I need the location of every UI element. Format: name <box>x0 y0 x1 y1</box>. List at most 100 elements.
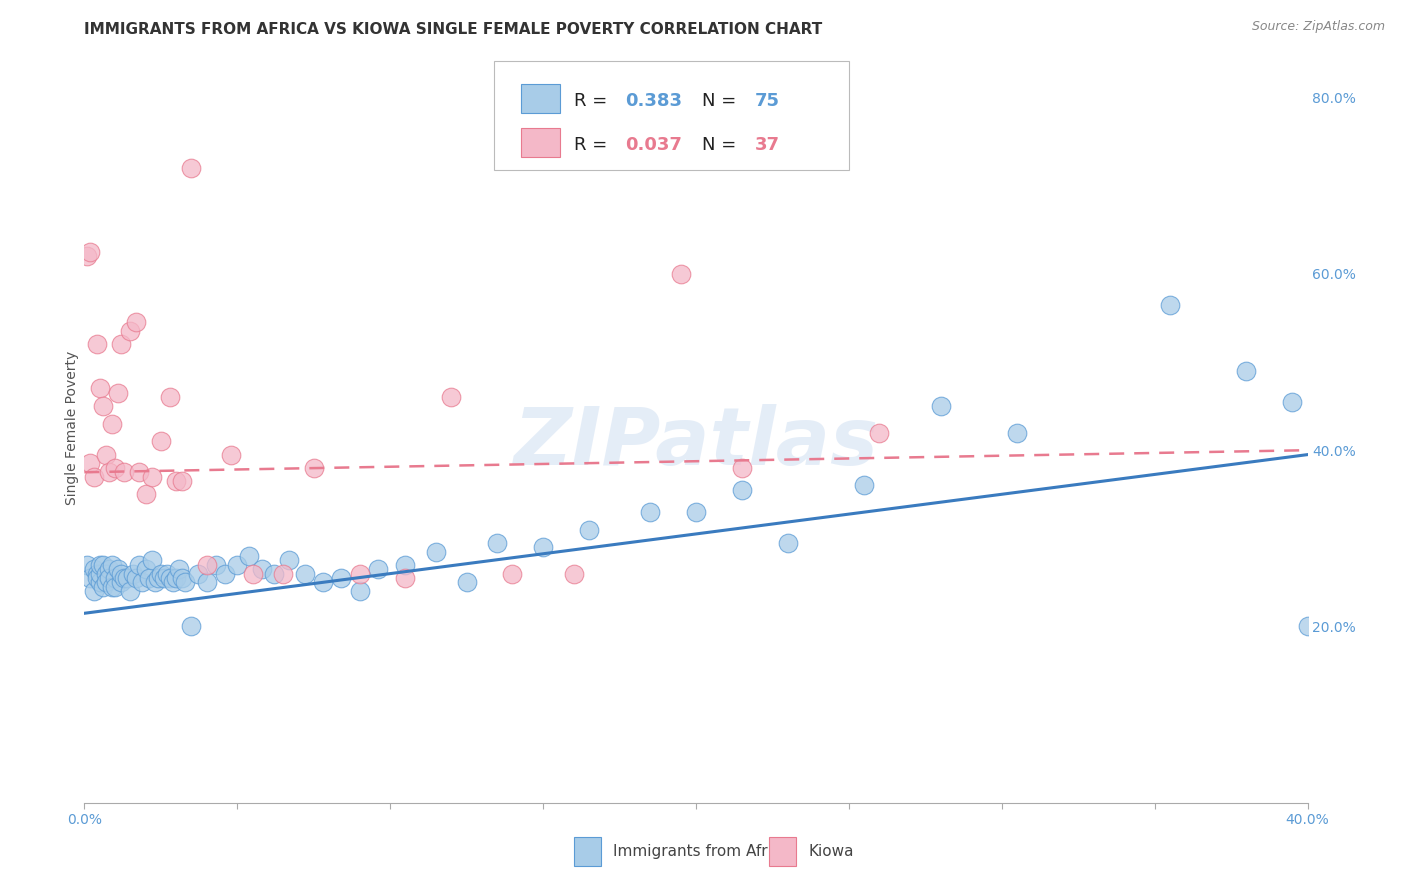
Text: 75: 75 <box>755 92 780 111</box>
Point <box>122 566 145 581</box>
Point <box>125 315 148 329</box>
Point <box>149 566 172 581</box>
Point <box>929 399 952 413</box>
Point <box>83 562 105 576</box>
Text: 0.383: 0.383 <box>626 92 682 111</box>
Point <box>731 483 754 497</box>
Point <box>685 505 707 519</box>
Point <box>456 575 478 590</box>
Point <box>97 571 120 585</box>
Point <box>89 575 111 590</box>
Point <box>97 465 120 479</box>
Point <box>120 584 142 599</box>
Text: 0.037: 0.037 <box>626 136 682 154</box>
Point <box>141 469 163 483</box>
Bar <box>769 837 796 866</box>
Point <box>91 558 114 572</box>
Point <box>162 575 184 590</box>
Point <box>86 566 108 581</box>
Point <box>214 566 236 581</box>
Point <box>638 505 661 519</box>
Point <box>195 558 218 572</box>
Point <box>159 571 181 585</box>
Point <box>349 584 371 599</box>
Point <box>180 161 202 175</box>
Text: Source: ZipAtlas.com: Source: ZipAtlas.com <box>1251 20 1385 33</box>
Point <box>250 562 273 576</box>
Point <box>156 566 179 581</box>
Point <box>79 571 101 585</box>
Point <box>1159 298 1181 312</box>
Point <box>86 571 108 585</box>
Point <box>104 580 127 594</box>
Bar <box>522 128 560 157</box>
Point <box>101 417 124 431</box>
Point <box>165 474 187 488</box>
Point <box>1236 364 1258 378</box>
Point <box>1296 619 1319 633</box>
Point <box>1281 394 1303 409</box>
Point <box>294 566 316 581</box>
Point <box>149 434 172 449</box>
Point <box>172 474 194 488</box>
Point <box>502 566 524 581</box>
Point <box>174 575 197 590</box>
Point <box>425 544 447 558</box>
Point <box>165 571 187 585</box>
Point <box>1005 425 1028 440</box>
Point <box>853 478 876 492</box>
Point <box>278 553 301 567</box>
Point <box>486 535 509 549</box>
Point <box>110 575 132 590</box>
Point <box>238 549 260 563</box>
Point <box>91 580 114 594</box>
Text: N =: N = <box>702 92 742 111</box>
Point <box>219 448 242 462</box>
Point <box>562 566 585 581</box>
Point <box>110 337 132 351</box>
Point <box>669 267 692 281</box>
Point <box>86 337 108 351</box>
Point <box>128 558 150 572</box>
FancyBboxPatch shape <box>494 61 849 169</box>
Point <box>869 425 891 440</box>
Point <box>138 571 160 585</box>
Text: N =: N = <box>702 136 742 154</box>
Point <box>79 244 101 259</box>
Point <box>104 460 127 475</box>
Point <box>394 558 416 572</box>
Text: R =: R = <box>574 136 613 154</box>
Point <box>76 249 98 263</box>
Text: IMMIGRANTS FROM AFRICA VS KIOWA SINGLE FEMALE POVERTY CORRELATION CHART: IMMIGRANTS FROM AFRICA VS KIOWA SINGLE F… <box>84 22 823 37</box>
Point <box>120 324 142 338</box>
Point <box>180 619 202 633</box>
Point <box>110 566 132 581</box>
Point <box>112 571 135 585</box>
Text: Kiowa: Kiowa <box>808 844 853 859</box>
Point <box>141 553 163 567</box>
Point <box>79 457 101 471</box>
Point <box>776 535 799 549</box>
Point <box>83 584 105 599</box>
Point <box>135 487 157 501</box>
Point <box>167 562 190 576</box>
Point <box>312 575 335 590</box>
Point <box>128 465 150 479</box>
Point <box>195 575 218 590</box>
Point <box>531 540 554 554</box>
Point <box>394 571 416 585</box>
Point <box>153 571 176 585</box>
Point <box>349 566 371 581</box>
Point <box>131 575 153 590</box>
Point <box>89 382 111 396</box>
Point <box>83 469 105 483</box>
Point <box>94 566 117 581</box>
Point <box>146 571 169 585</box>
Point <box>731 460 754 475</box>
Y-axis label: Single Female Poverty: Single Female Poverty <box>65 351 79 505</box>
Point <box>578 523 600 537</box>
Point <box>97 562 120 576</box>
Point <box>226 558 249 572</box>
Point <box>172 571 194 585</box>
Text: R =: R = <box>574 92 613 111</box>
